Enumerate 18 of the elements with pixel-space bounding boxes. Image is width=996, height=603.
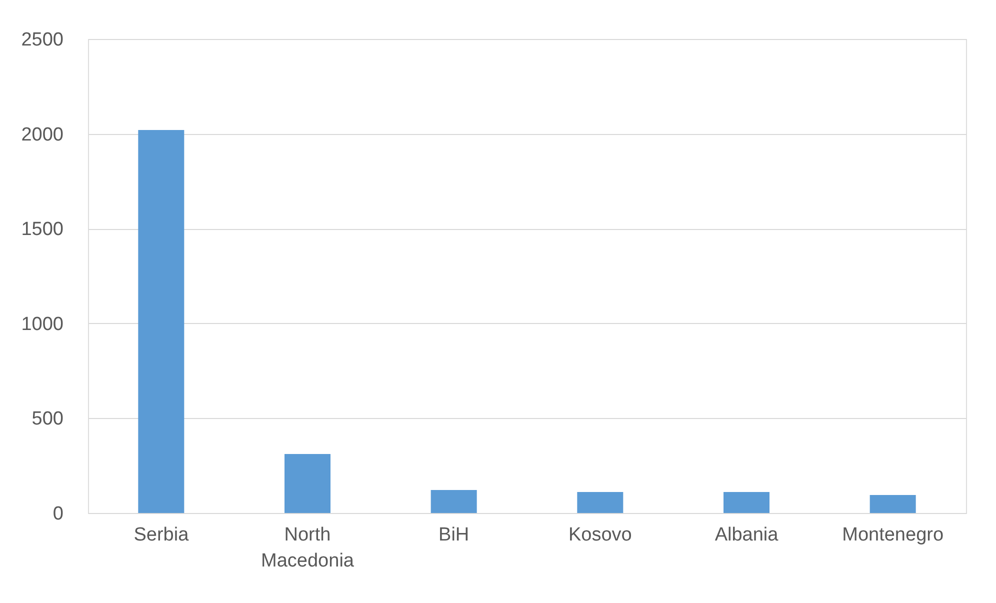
x-tick-label: Montenegro [842,524,944,546]
x-tick-label: North Macedonia [261,524,354,572]
y-tick-label: 1000 [21,314,64,335]
x-tick-label: Albania [714,524,779,546]
bar [577,492,624,513]
bar [284,454,330,513]
y-tick-label: 2000 [21,124,64,146]
y-tick-label: 2500 [21,30,64,50]
bar [138,130,184,513]
bar [870,494,916,513]
x-tick-label: Kosovo [568,524,632,546]
bar [430,490,477,513]
bar [724,492,770,513]
x-tick-label: BiH [438,524,470,546]
y-tick-label: 0 [52,504,64,524]
x-tick-label: Serbia [134,524,190,546]
y-tick-label: 500 [32,408,64,430]
y-tick-label: 1500 [21,219,64,240]
